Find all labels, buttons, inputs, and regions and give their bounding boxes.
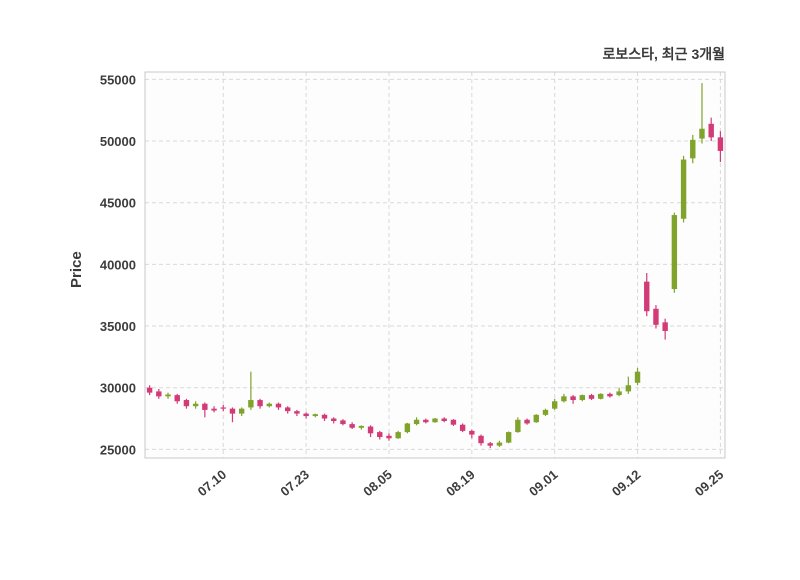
candle-body xyxy=(284,407,291,412)
candle-body xyxy=(432,418,438,423)
candle-body xyxy=(598,393,604,399)
candle-body xyxy=(367,426,374,434)
candle-body xyxy=(220,407,226,409)
y-tick-label: 40000 xyxy=(100,257,136,272)
plot-border xyxy=(144,71,726,459)
candle-body xyxy=(183,400,190,407)
candle-body xyxy=(607,393,613,397)
candle-body xyxy=(505,432,512,443)
candle-body xyxy=(450,419,457,425)
candle-body xyxy=(690,139,696,159)
candle-body xyxy=(671,215,678,290)
y-tick-label: 35000 xyxy=(100,319,136,334)
candle-body xyxy=(257,400,263,407)
candle-body xyxy=(469,430,475,435)
candle-body xyxy=(561,396,567,402)
candle-body xyxy=(146,387,153,393)
candle-body xyxy=(386,435,392,439)
candle-body xyxy=(349,424,355,428)
candle-body xyxy=(275,403,282,408)
candle-body xyxy=(634,371,641,383)
candle-body xyxy=(699,128,705,139)
candle-body xyxy=(524,419,530,424)
y-tick-label: 25000 xyxy=(100,442,136,457)
candle-body xyxy=(413,419,420,425)
candle-body xyxy=(331,418,337,422)
candle-body xyxy=(478,435,484,444)
candle-body xyxy=(653,308,659,325)
candle-body xyxy=(459,424,466,431)
candle-body xyxy=(496,442,503,446)
candle-body xyxy=(487,443,493,446)
y-tick-label: 55000 xyxy=(100,72,136,87)
candle-body xyxy=(248,400,254,408)
candle-body xyxy=(717,137,724,151)
candle-body xyxy=(303,413,309,417)
x-tick-label: 07.23 xyxy=(277,467,312,499)
candle-body xyxy=(202,403,208,410)
candle-body xyxy=(312,414,319,417)
candle-body xyxy=(616,391,622,396)
candle-body xyxy=(377,432,383,438)
candle-body xyxy=(423,419,429,423)
candle-body xyxy=(579,395,586,401)
candle-body xyxy=(662,322,668,331)
x-tick-label: 09.01 xyxy=(526,467,561,499)
x-tick-label: 09.12 xyxy=(609,467,644,499)
candle-body xyxy=(551,401,558,409)
candle-body xyxy=(588,395,595,399)
candle-body xyxy=(542,409,549,415)
candle-body xyxy=(340,420,346,425)
x-tick-label: 07.10 xyxy=(195,467,230,499)
chart-title: 로보스타, 최근 3개월 xyxy=(602,46,726,62)
candle-body xyxy=(395,432,401,439)
candle-body xyxy=(294,411,300,414)
candle-body xyxy=(570,396,576,401)
candle-body xyxy=(211,408,217,411)
candle-body xyxy=(174,395,180,402)
candle-body xyxy=(708,123,714,138)
candle-body xyxy=(238,408,245,414)
candle-body xyxy=(441,418,447,422)
y-tick-label: 45000 xyxy=(100,196,136,211)
y-axis-label: Price xyxy=(68,251,85,288)
candle-body xyxy=(229,408,236,414)
candle-body xyxy=(165,394,171,397)
candle-body xyxy=(404,423,411,433)
candle-body xyxy=(266,403,272,407)
candle-body xyxy=(515,419,521,433)
candle-body xyxy=(192,403,199,407)
y-tick-label: 30000 xyxy=(100,381,136,396)
candle-body xyxy=(156,391,162,397)
y-tick-label: 50000 xyxy=(100,134,136,149)
x-tick-label: 09.25 xyxy=(692,467,727,499)
candle-body xyxy=(680,159,687,219)
candle-body xyxy=(358,425,365,428)
candle-body xyxy=(533,414,539,423)
x-tick-label: 08.05 xyxy=(360,467,395,499)
x-tick-label: 08.19 xyxy=(443,467,478,499)
candle-body xyxy=(321,414,328,419)
candle-body xyxy=(625,385,632,392)
candle-body xyxy=(644,281,650,312)
